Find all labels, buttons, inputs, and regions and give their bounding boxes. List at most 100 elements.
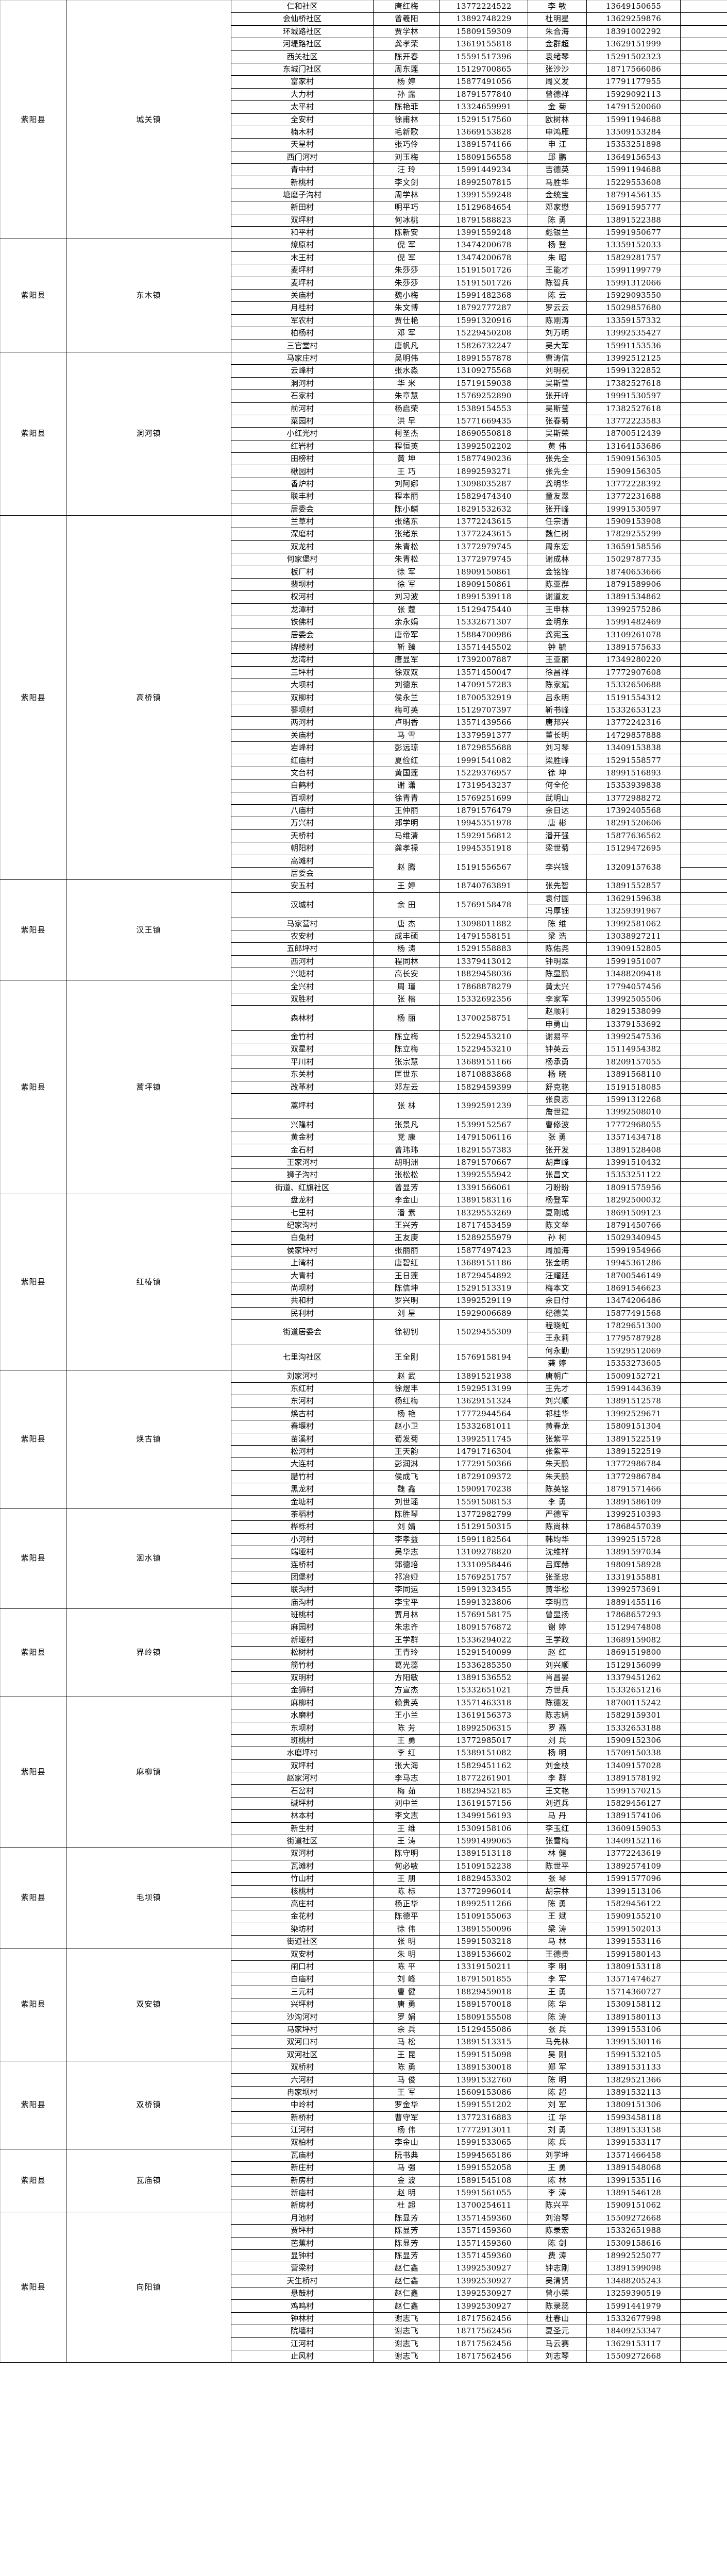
table-row: 王永莉 17795787928 <box>1 1332 727 1345</box>
cell-contact-1-name: 谢志飞 <box>373 2350 440 2363</box>
cell-remark <box>680 905 727 918</box>
cell-contact-2-phone: 18691509123 <box>586 1206 681 1219</box>
cell-contact-2-name: 陈 林 <box>528 2174 587 2187</box>
cell-contact-1-name: 罗兴明 <box>373 1294 440 1308</box>
cell-contact-2-phone: 13509153284 <box>586 125 681 139</box>
cell-remark <box>680 113 727 126</box>
cell-remark <box>680 2337 727 2351</box>
cell-remark <box>680 590 727 604</box>
cell-contact-1-phone: 18772261901 <box>439 1772 528 1785</box>
cell-contact-2-phone: 13992535427 <box>586 327 681 340</box>
cell-contact-1-name: 党 康 <box>373 1131 440 1144</box>
cell-contact-1-name: 刘德东 <box>373 679 440 692</box>
cell-contact-2-name: 王能才 <box>528 264 587 277</box>
cell-contact-1-phone: 15129150315 <box>439 1520 528 1534</box>
cell-village: 王家河村 <box>231 1156 374 1170</box>
cell-contact-1-phone: 18729855688 <box>439 741 528 755</box>
cell-village: 麦坪村 <box>231 264 374 277</box>
cell-contact-2-phone: 18291520606 <box>586 817 681 830</box>
cell-contact-2-name: 周义发 <box>528 75 587 89</box>
cell-village: 双明村 <box>231 1671 374 1685</box>
cell-village: 居委会 <box>231 867 374 880</box>
table-row: 岩峰村 彭远琼 18729855688 刘习琴 13409153838 <box>1 741 727 755</box>
cell-contact-2-phone: 13772242316 <box>586 716 681 730</box>
cell-contact-1-name: 陈显芳 <box>373 2224 440 2238</box>
cell-remark <box>680 2312 727 2326</box>
cell-remark <box>680 1608 727 1622</box>
cell-contact-2-phone: 15509272668 <box>586 2350 681 2363</box>
cell-remark <box>680 1080 727 1094</box>
cell-contact-2-phone: 18391002292 <box>586 25 681 39</box>
cell-contact-1-phone: 15771669435 <box>439 414 528 428</box>
cell-contact-1-phone: 18829458036 <box>439 968 528 981</box>
cell-contact-2-name: 张圣忠 <box>528 1570 587 1584</box>
cell-remark <box>680 553 727 566</box>
cell-contact-1-phone: 13098011882 <box>439 917 528 930</box>
cell-contact-1-phone: 18717562456 <box>439 2312 528 2326</box>
cell-village: 新垭村 <box>231 1633 374 1647</box>
cell-contact-2-phone: 17829651300 <box>586 1319 681 1333</box>
cell-contact-2-name: 张先智 <box>528 879 587 893</box>
cell-village: 田榜村 <box>231 452 374 466</box>
cell-contact-1-name: 李金山 <box>373 2136 440 2149</box>
table-row: 三元村曹 健 18829459018 王 勇 15714360727 <box>1 1985 727 1999</box>
cell-contact-2-name: 祁桂华 <box>528 1407 587 1421</box>
cell-contact-1-name: 杨 婷 <box>373 75 440 89</box>
cell-remark <box>680 1922 727 1936</box>
cell-town: 焕古镇 <box>66 1369 231 1509</box>
cell-contact-1-phone: 13571439566 <box>439 716 528 730</box>
table-row: 蒿坪村张 林 13992591239 张良志 15991312268 <box>1 1093 727 1119</box>
cell-contact-2-phone: 18691546623 <box>586 1281 681 1295</box>
cell-county: 紫阳县 <box>0 879 66 981</box>
cell-contact-2-name: 刘明祝 <box>528 364 587 378</box>
cell-contact-2-name: 王先才 <box>528 1382 587 1396</box>
cell-remark <box>680 1847 727 1860</box>
cell-remark <box>680 213 727 227</box>
cell-contact-2-name: 林 健 <box>528 1847 587 1860</box>
cell-contact-2-phone: 15991153536 <box>586 339 681 352</box>
cell-contact-1-name: 柯圣杰 <box>373 427 440 440</box>
table-row: 关庙村马 雪 13379591377 董长明 14729857888 <box>1 728 727 742</box>
cell-contact-2-phone: 18409253347 <box>586 2325 681 2338</box>
cell-contact-2-phone: 15991950677 <box>586 226 681 240</box>
cell-contact-2-phone: 15929093550 <box>586 289 681 302</box>
cell-contact-2-name: 余日达 <box>528 804 587 818</box>
cell-town: 城关镇 <box>66 0 231 240</box>
cell-contact-1-phone: 15389151082 <box>439 1747 528 1760</box>
cell-contact-1-phone: 13499156193 <box>439 1809 528 1823</box>
cell-contact-1-name: 阮书典 <box>373 2148 440 2162</box>
cell-contact-1-name: 张 蔻 <box>373 603 440 617</box>
cell-contact-2-name: 李明喜 <box>528 1596 587 1609</box>
cell-contact-2-name: 罗云云 <box>528 301 587 315</box>
cell-remark <box>680 728 727 742</box>
cell-village: 安五村 <box>231 879 374 893</box>
cell-contact-1-phone: 15769158194 <box>439 1344 528 1370</box>
cell-contact-1-phone: 13571463318 <box>439 1696 528 1710</box>
cell-remark <box>680 502 727 516</box>
cell-contact-1-phone: 13991559248 <box>439 226 528 240</box>
cell-village: 居委会 <box>231 628 374 641</box>
cell-remark <box>680 578 727 591</box>
table-row: 金塘村 刘世瑶 15591508153 李 勇 13891586109 <box>1 1495 727 1509</box>
cell-contact-1-phone: 13689151166 <box>439 1055 528 1069</box>
table-row: 双柏村 李金山 15991533065 陈 兵 13991533117 <box>1 2136 727 2149</box>
cell-contact-2-name: 梁 涛 <box>528 1922 587 1936</box>
cell-remark <box>680 766 727 780</box>
cell-contact-1-phone: 13772316883 <box>439 2111 528 2125</box>
cell-county: 紫阳县 <box>0 2061 66 2149</box>
cell-contact-2-phone: 15332651988 <box>586 2224 681 2238</box>
cell-contact-2-phone: 13991553116 <box>586 1935 681 1948</box>
cell-contact-1-name: 刘 峰 <box>373 1973 440 1986</box>
cell-contact-2-phone: 13259391967 <box>586 905 681 918</box>
cell-contact-2-phone: 15909156305 <box>586 465 681 478</box>
cell-contact-1-name: 徐 军 <box>373 578 440 591</box>
cell-village: 和平村 <box>231 226 374 240</box>
cell-contact-2-phone: 13992510393 <box>586 1507 681 1521</box>
cell-contact-2-phone: 13891531133 <box>586 2061 681 2074</box>
cell-remark <box>680 1344 727 1358</box>
cell-contact-2-phone: 13379451262 <box>586 1671 681 1685</box>
cell-remark <box>680 640 727 654</box>
cell-village: 竹山村 <box>231 1872 374 1886</box>
cell-contact-1-phone: 13992530927 <box>439 2262 528 2275</box>
cell-contact-1-name: 梅可英 <box>373 703 440 717</box>
